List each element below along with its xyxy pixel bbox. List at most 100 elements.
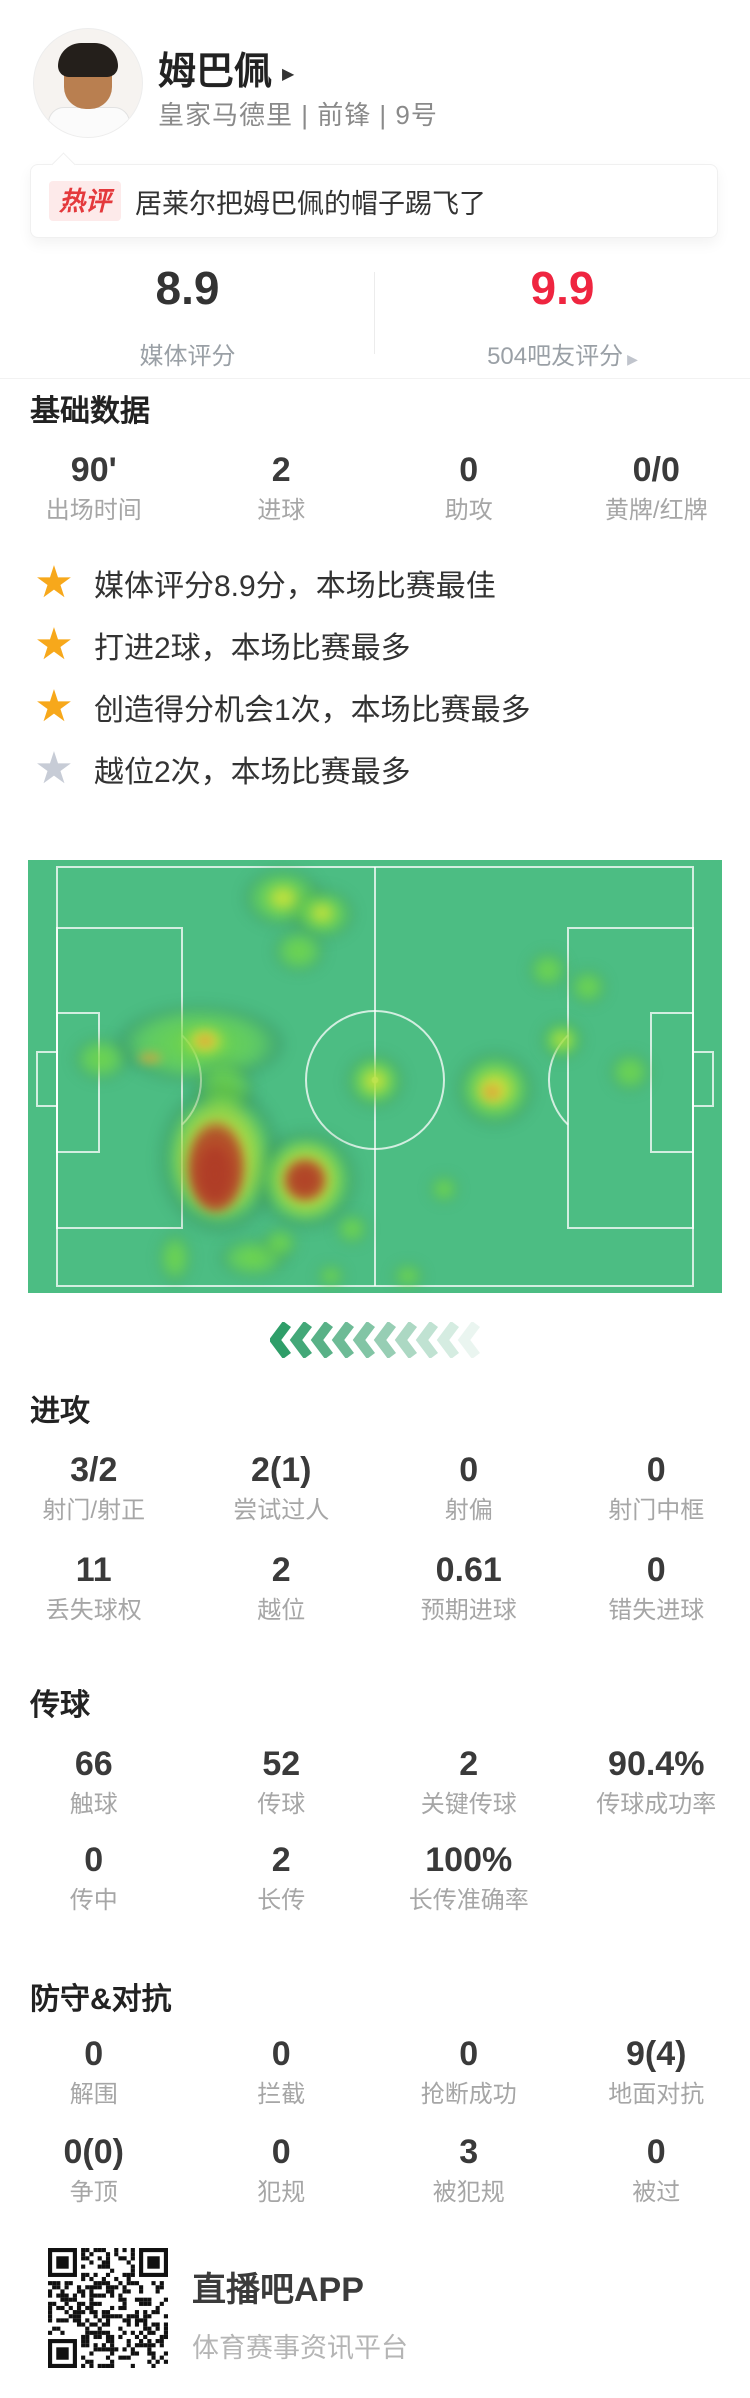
stat-cell: 0/0 黄牌/红牌: [563, 448, 750, 526]
stat-value: 2: [271, 1551, 291, 1589]
defense-stats-row-1: 0 解围 0 拦截 0 抢断成功 9(4) 地面对抗: [0, 2032, 750, 2110]
stat-cell: 2 关键传球: [375, 1742, 563, 1820]
stat-value: 66: [74, 1745, 113, 1783]
stat-value: 9(4): [626, 2035, 687, 2073]
stat-value: 52: [262, 1745, 301, 1783]
stat-cell: 100% 长传准确率: [375, 1838, 563, 1916]
stat-cell: 0.61 预期进球: [375, 1548, 563, 1626]
stat-value: 0: [84, 2035, 104, 2073]
heat-blob: [261, 1227, 298, 1260]
chevron-right-icon: ▶: [627, 351, 638, 367]
stat-label: 丢失球权: [45, 1597, 142, 1624]
stat-label: 助攻: [444, 497, 493, 524]
heat-blob: [552, 1032, 571, 1049]
heat-blob: [282, 1158, 327, 1203]
stat-cell: 0 拦截: [188, 2032, 376, 2110]
stat-label: 射偏: [444, 1497, 493, 1524]
stat-cell: 2(1) 尝试过人: [188, 1448, 376, 1526]
highlight-text: 创造得分机会1次，本场比赛最多: [94, 694, 531, 727]
stat-label: 传球成功率: [596, 1791, 717, 1818]
defense-stats-row-2: 0(0) 争顶 0 犯规 3 被犯规 0 被过: [0, 2130, 750, 2208]
highlight-text: 越位2次，本场比赛最多: [94, 756, 411, 789]
stat-cell: 0 解围: [0, 2032, 188, 2110]
stat-label: 解围: [69, 2081, 118, 2108]
stat-value: 2(1): [251, 1451, 312, 1489]
stat-label: 射门/射正: [42, 1497, 146, 1524]
heat-blob: [361, 1067, 389, 1094]
basic-stats-row: 90' 出场时间 2 进球 0 助攻 0/0 黄牌/红牌: [0, 448, 750, 526]
avatar-jersey: [48, 107, 130, 137]
ratings-divider: [374, 272, 375, 354]
stat-value: 0: [459, 1451, 479, 1489]
stat-value: 0: [459, 2035, 479, 2073]
attack-stats-row-1: 3/2 射门/射正 2(1) 尝试过人 0 射偏 0 射门中框: [0, 1448, 750, 1526]
section-title-passing: 传球: [30, 1689, 90, 1722]
stat-value: 11: [75, 1551, 112, 1589]
fans-rating-value: 9.9: [530, 262, 595, 314]
stat-value: 2: [271, 451, 291, 489]
stat-label: 关键传球: [420, 1791, 517, 1818]
stat-value: 0: [459, 451, 479, 489]
highlight-row: ★ 打进2球，本场比赛最多: [30, 614, 730, 676]
attack-direction-chevrons: [270, 1322, 480, 1358]
highlight-text: 媒体评分8.9分，本场比赛最佳: [94, 570, 496, 603]
heat-blob: [308, 902, 335, 925]
heat-blob: [193, 1032, 216, 1049]
passing-stats-row-2: 0 传中 2 长传 100% 长传准确率: [0, 1838, 750, 1916]
stat-cell: 3 被犯规: [375, 2130, 563, 2208]
stat-label: 被过: [632, 2179, 681, 2206]
player-avatar[interactable]: [33, 28, 143, 138]
stat-cell: 52 传球: [188, 1742, 376, 1820]
stat-cell: 0 射偏: [375, 1448, 563, 1526]
stat-label: 进球: [257, 497, 306, 524]
hot-comment-box[interactable]: 热评 居莱尔把姆巴佩的帽子踢飞了: [30, 152, 718, 238]
media-rating-label: 媒体评分: [139, 343, 236, 370]
stat-cell: 0 抢断成功: [375, 2032, 563, 2110]
highlight-row: ★ 媒体评分8.9分，本场比赛最佳: [30, 552, 730, 614]
stat-value: 0/0: [632, 451, 680, 489]
passing-stats-row-1: 66 触球 52 传球 2 关键传球 90.4% 传球成功率: [0, 1742, 750, 1820]
stat-cell: 0 犯规: [188, 2130, 376, 2208]
stat-value: 0: [271, 2035, 291, 2073]
section-divider: [0, 378, 750, 379]
stat-label: 被犯规: [432, 2179, 505, 2206]
hot-comment-badge: 热评: [49, 181, 122, 221]
expand-arrow-icon: ▶: [282, 65, 295, 83]
stat-label: 预期进球: [420, 1597, 517, 1624]
fans-rating[interactable]: 9.9 504吧友评分 ▶: [375, 262, 750, 371]
fans-rating-label[interactable]: 504吧友评分 ▶: [375, 336, 750, 371]
stat-value: 2: [271, 1841, 291, 1879]
highlight-list: ★ 媒体评分8.9分，本场比赛最佳 ★ 打进2球，本场比赛最多 ★ 创造得分机会1次，本场…: [30, 552, 730, 800]
heat-blob: [569, 968, 608, 1005]
player-team-position: 皇家马德里 | 前锋 | 9号: [158, 100, 438, 130]
star-icon: ★: [34, 620, 74, 669]
section-title-attack: 进攻: [30, 1395, 90, 1428]
stat-cell: 9(4) 地面对抗: [563, 2032, 750, 2110]
stat-cell: 0 助攻: [375, 448, 563, 526]
stat-label: 传球: [257, 1791, 306, 1818]
stat-label: 抢断成功: [420, 2081, 517, 2108]
heat-blob: [527, 950, 568, 989]
stat-label: 出场时间: [45, 497, 142, 524]
stat-label: 触球: [69, 1791, 118, 1818]
heat-blob: [72, 1037, 129, 1082]
heat-blob: [158, 1232, 193, 1285]
heat-blob: [429, 1175, 460, 1204]
stat-label: 争顶: [69, 2179, 118, 2206]
section-title-defense: 防守&对抗: [30, 1983, 172, 2016]
heat-blob: [480, 1081, 503, 1102]
app-tagline: 体育赛事资讯平台: [192, 2333, 408, 2363]
stat-cell: 3/2 射门/射正: [0, 1448, 188, 1526]
stat-cell: 2 长传: [188, 1838, 376, 1916]
stat-value: 90.4%: [608, 1745, 705, 1783]
stat-value: 3/2: [70, 1451, 118, 1489]
heat-blob: [266, 885, 299, 912]
heat-blob: [137, 1051, 164, 1064]
stat-label: 越位: [257, 1597, 306, 1624]
stat-value: 2: [459, 1745, 479, 1783]
app-name: 直播吧APP: [192, 2271, 364, 2309]
player-name[interactable]: 姆巴佩 ▶: [158, 40, 294, 95]
heat-blob: [317, 1263, 346, 1288]
heat-blob: [272, 928, 325, 973]
stat-cell: 0(0) 争顶: [0, 2130, 188, 2208]
